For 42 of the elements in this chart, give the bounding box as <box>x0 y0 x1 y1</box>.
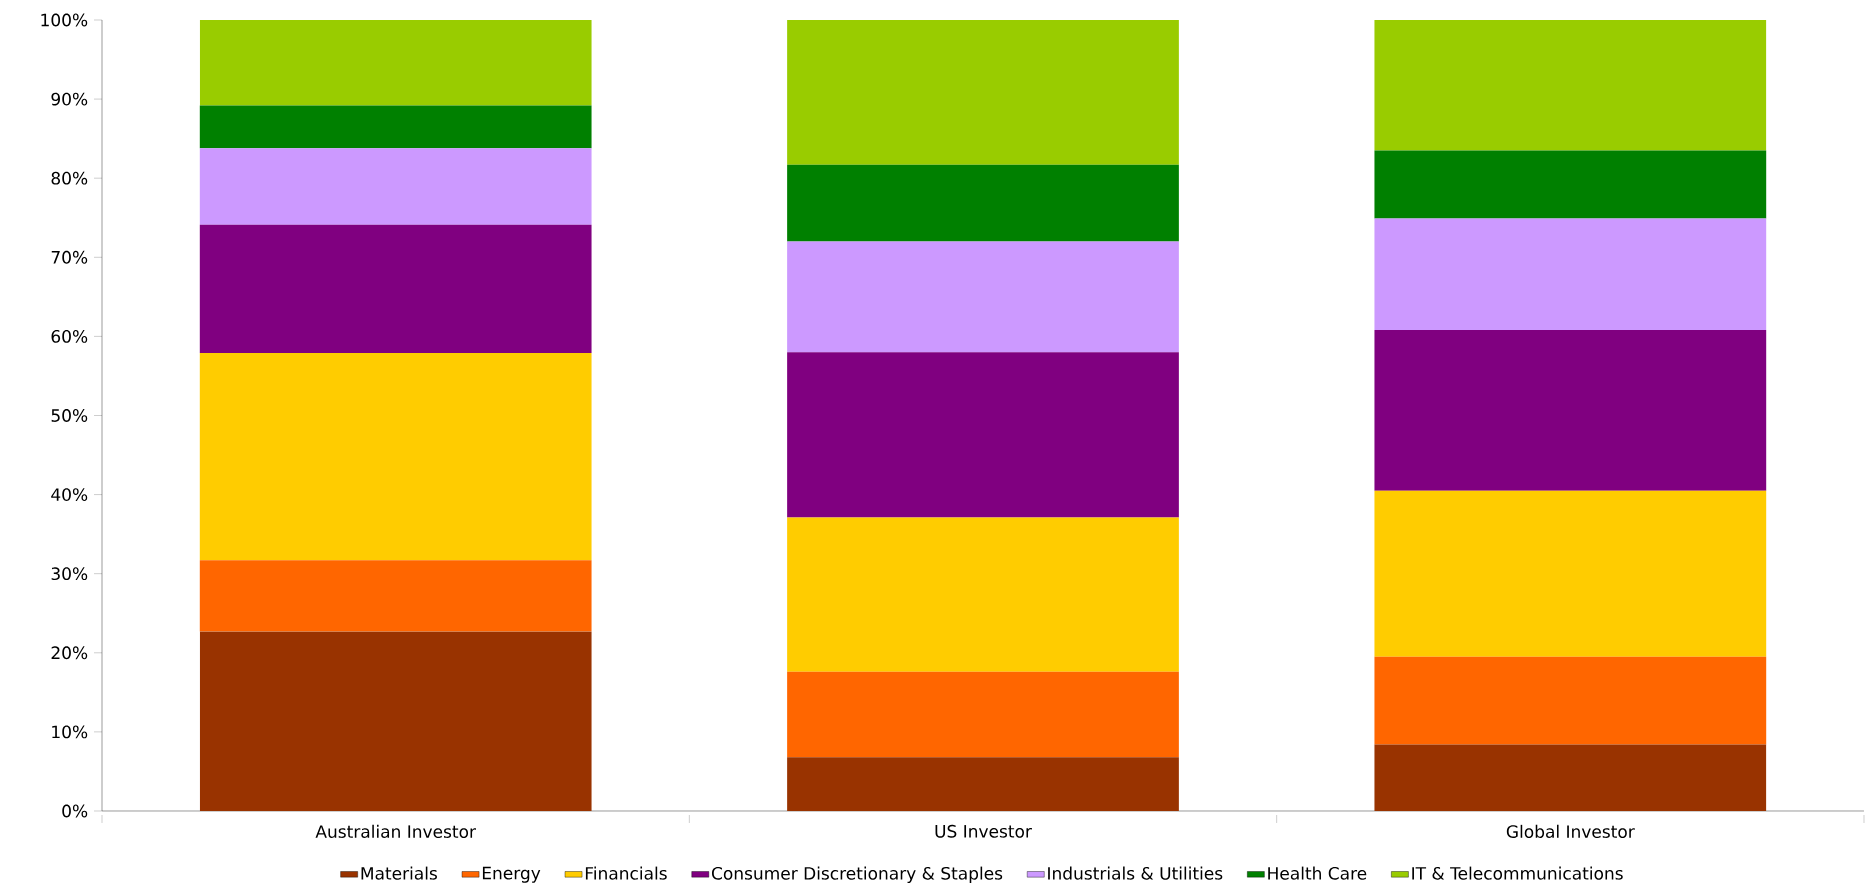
bar <box>199 105 592 149</box>
bar <box>1374 490 1767 657</box>
bar <box>199 631 592 811</box>
bar <box>787 19 1179 165</box>
bar <box>787 241 1179 353</box>
bar <box>1374 330 1767 491</box>
bar <box>1374 744 1767 811</box>
bar <box>199 224 592 353</box>
bar <box>199 148 592 225</box>
y-tick-label: 90% <box>51 92 88 106</box>
y-tick-label: 30% <box>51 567 88 581</box>
legend-label: Materials <box>361 866 437 880</box>
y-tick-label: 50% <box>51 409 88 422</box>
bar <box>787 164 1179 242</box>
y-tick-label: 80% <box>51 171 88 185</box>
x-tick-label: Global Investor <box>1506 824 1635 838</box>
legend-label: Consumer Discretionary & Staples <box>711 866 1003 884</box>
bar <box>1374 218 1767 331</box>
y-tick-label: 100% <box>41 13 88 27</box>
bar <box>199 19 592 106</box>
y-tick-label: 20% <box>51 646 88 660</box>
legend-label: Health Care <box>1268 866 1367 880</box>
bar <box>199 353 592 561</box>
bar <box>787 517 1179 672</box>
x-tick-label: US Investor <box>935 824 1032 838</box>
legend-label: IT & Telecommunications <box>1412 866 1623 880</box>
y-tick-label: 0% <box>62 804 88 818</box>
x-tick-label: Australian Investor <box>315 824 476 838</box>
legend-label: Industrials & Utilities <box>1048 866 1223 880</box>
y-tick-label: 70% <box>51 250 88 264</box>
bar <box>1374 19 1767 151</box>
legend-label: Financials <box>585 866 667 880</box>
y-tick-label: 60% <box>51 329 88 343</box>
bar <box>787 352 1179 518</box>
bar <box>787 757 1179 811</box>
y-tick-label: 10% <box>52 725 88 739</box>
bar <box>787 671 1179 758</box>
bar <box>1374 656 1767 745</box>
bar <box>199 560 592 632</box>
y-tick-label: 40% <box>51 488 88 502</box>
legend-label: Energy <box>482 866 541 883</box>
bar <box>1374 150 1767 219</box>
